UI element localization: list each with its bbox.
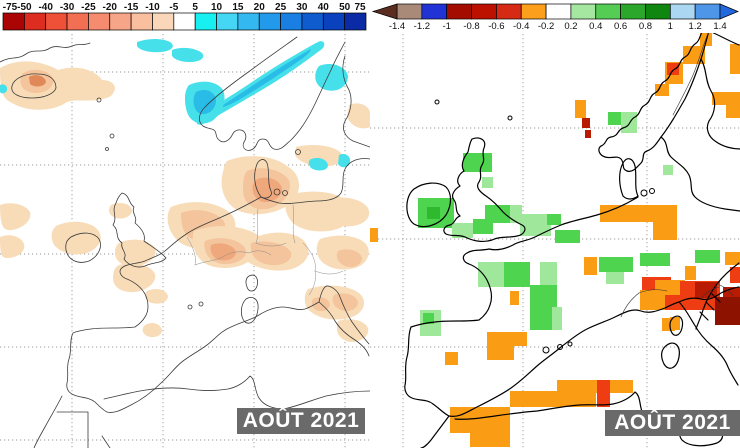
colorbar-tick-label: 40: [318, 2, 330, 13]
colorbar-tick-label: -15: [124, 2, 139, 13]
date-badge-left: AOÛT 2021: [237, 408, 365, 434]
colorbar-tick-label: -0.6: [488, 21, 504, 32]
colorbar-tick-label: 0.4: [589, 21, 602, 32]
colorbar-tick-label: -40: [38, 2, 53, 13]
colorbar-tick-label: -20: [103, 2, 118, 13]
colorbar-tick-label: -1.2: [414, 21, 430, 32]
left-colorbar: -75 -50 -40 -30 -25 -20 -15 -10 -5 5 10 15 20 25 30 40 5…: [0, 0, 370, 33]
small-islands: [434, 99, 655, 354]
country-borders: [620, 30, 734, 318]
coastlines: [404, 27, 740, 448]
colorbar-tick-label: 25: [275, 2, 287, 13]
colorbar-tick-label: -0.8: [463, 21, 479, 32]
colorbar-right-arrow: [719, 3, 739, 20]
colorbar-tick-label: -75: [3, 2, 18, 13]
negative-anomaly-cyan-blobs: [0, 39, 351, 171]
colorbar-tick-label: -50: [17, 2, 32, 13]
colorbar-tick-label: -0.2: [538, 21, 554, 32]
right-map-canvas: [370, 27, 740, 448]
colorbar-tick-label: 0.2: [564, 21, 577, 32]
colorbar-tick-label: 5: [192, 2, 198, 13]
coastlines: [0, 36, 370, 448]
colorbar-tick-label: -1: [442, 21, 450, 32]
colorbar-tick-label: -0.4: [513, 21, 529, 32]
colorbar-tick-label: -30: [60, 2, 75, 13]
date-badge-right: AOÛT 2021: [605, 410, 740, 436]
right-anomaly-panel: -1.4 -1.2 -1 -0.8 -0.6 -0.4 -0.2 0.2 0.4 0.6 0.8 1 1…: [370, 0, 740, 448]
colorbar-tick-label: 0.6: [614, 21, 627, 32]
colorbar-tick-label: 1.4: [713, 21, 726, 32]
colorbar-tick-label: 50: [339, 2, 351, 13]
colorbar-tick-label: 10: [211, 2, 223, 13]
small-islands: [96, 97, 301, 310]
colorbar-tick-label: 1: [668, 21, 673, 32]
colorbar-tick-label: -25: [81, 2, 96, 13]
colorbar-tick-label: 30: [296, 2, 308, 13]
anomaly-grid-cells: [370, 30, 740, 447]
colorbar-tick-label: 15: [232, 2, 244, 13]
colorbar-tick-label: 1.2: [689, 21, 702, 32]
gridlines: [0, 34, 370, 448]
left-map-canvas: [0, 34, 370, 448]
colorbar-tick-label: 20: [254, 2, 266, 13]
colorbar-tick-label: -10: [145, 2, 160, 13]
colorbar-tick-label: 75: [354, 2, 366, 13]
colorbar-tick-label: 0.8: [639, 21, 652, 32]
precip-anomaly-blobs: [0, 61, 370, 342]
left-anomaly-panel: -75 -50 -40 -30 -25 -20 -15 -10 -5 5 10 15 20 25 30 40 5…: [0, 0, 370, 448]
country-borders: [186, 204, 344, 296]
colorbar-tick-label: -1.4: [389, 21, 405, 32]
colorbar-left-arrow: [371, 3, 398, 20]
right-colorbar: -1.4 -1.2 -1 -0.8 -0.6 -0.4 -0.2 0.2 0.4 0.6 0.8 1 1…: [370, 0, 740, 33]
colorbar-tick-label: -5: [169, 2, 178, 13]
